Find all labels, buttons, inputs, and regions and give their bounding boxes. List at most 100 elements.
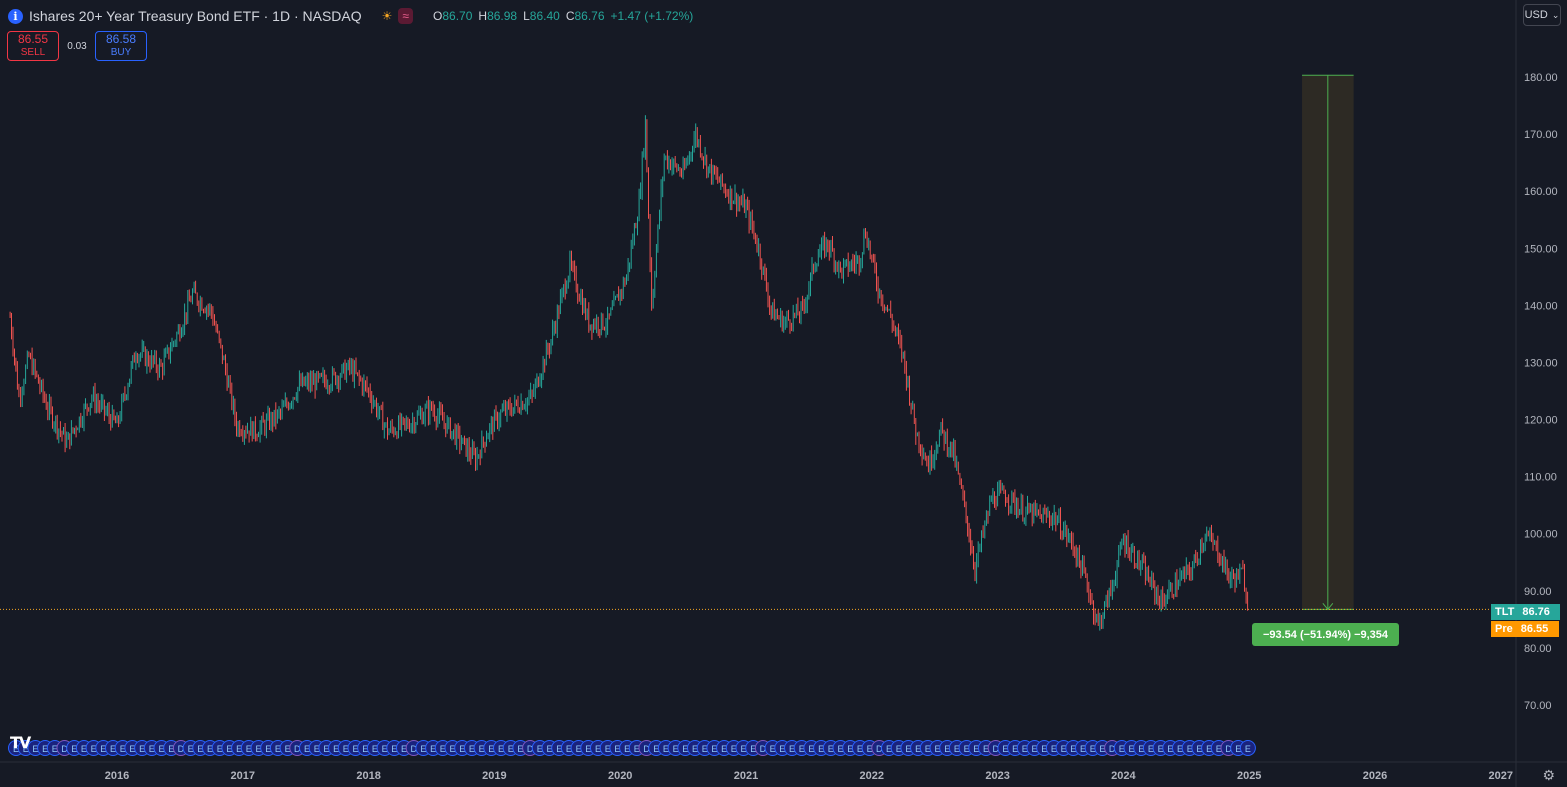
last-price-label: TLT 86.76 xyxy=(1491,604,1561,620)
event-marker-letter: E xyxy=(556,744,562,754)
close-label: C xyxy=(565,9,575,23)
event-marker-letter: D xyxy=(61,744,68,754)
x-tick-label: 2027 xyxy=(1489,770,1513,782)
gear-icon[interactable]: ⚙ xyxy=(1542,767,1555,783)
event-marker-letter: D xyxy=(410,744,417,754)
event-marker-letter: E xyxy=(23,744,29,754)
buy-button[interactable]: 86.58 BUY xyxy=(95,31,147,61)
pre-market-tag: Pre xyxy=(1491,621,1517,637)
event-marker-letter: E xyxy=(905,744,911,754)
event-marker-letter: E xyxy=(673,744,679,754)
event-marker-letter: E xyxy=(1099,744,1105,754)
measure-arrow-head xyxy=(1322,602,1334,611)
buy-price: 86.58 xyxy=(105,32,137,46)
event-marker-letter: E xyxy=(246,744,252,754)
event-marker-letter: E xyxy=(158,744,164,754)
event-marker-letter: E xyxy=(808,744,814,754)
event-marker-letter: E xyxy=(634,744,640,754)
event-marker-letter: E xyxy=(149,744,155,754)
event-marker-letter: E xyxy=(1041,744,1047,754)
event-marker-letter: E xyxy=(343,744,349,754)
event-marker-letter: E xyxy=(304,744,310,754)
event-marker-letter: E xyxy=(323,744,329,754)
event-marker-letter: E xyxy=(1148,744,1154,754)
info-icon[interactable]: i xyxy=(8,8,23,24)
event-marker-letter: E xyxy=(449,744,455,754)
sell-button[interactable]: 86.55 SELL xyxy=(7,31,59,61)
event-marker-letter: E xyxy=(1031,744,1037,754)
low-value: 86.40 xyxy=(529,9,560,23)
event-marker-letter: E xyxy=(71,744,77,754)
event-marker-letter: E xyxy=(702,744,708,754)
event-marker-letter: E xyxy=(188,744,194,754)
event-marker-letter: E xyxy=(1177,744,1183,754)
event-marker-letter: E xyxy=(537,744,543,754)
last-price-value: 86.76 xyxy=(1518,604,1561,620)
x-tick-label: 2016 xyxy=(105,770,129,782)
event-marker-letter: D xyxy=(760,744,767,754)
change-value: +1.47 (+1.72%) xyxy=(610,9,694,23)
event-marker-letter: E xyxy=(595,744,601,754)
x-tick-label: 2020 xyxy=(608,770,632,782)
measure-result-label[interactable]: −93.54 (−51.94%) −9,354 xyxy=(1252,623,1399,646)
event-marker-letter: E xyxy=(1158,744,1164,754)
wave-icon[interactable]: ≈ xyxy=(398,8,414,24)
event-marker-letter: E xyxy=(236,744,242,754)
event-marker-letter: E xyxy=(731,744,737,754)
event-marker-letter: E xyxy=(896,744,902,754)
event-marker-letter: E xyxy=(983,744,989,754)
event-marker-letter: E xyxy=(197,744,203,754)
event-marker-letter: E xyxy=(129,744,135,754)
spread-value: 0.03 xyxy=(67,40,87,52)
event-marker-letter: E xyxy=(1216,744,1222,754)
sell-label: SELL xyxy=(20,47,46,58)
event-marker-letter: E xyxy=(789,744,795,754)
x-tick-label: 2017 xyxy=(231,770,255,782)
x-tick-label: 2025 xyxy=(1237,770,1261,782)
low-label: L xyxy=(523,9,530,23)
event-marker-letter: E xyxy=(42,744,48,754)
event-marker-letter: D xyxy=(1225,744,1232,754)
symbol-title[interactable]: Ishares 20+ Year Treasury Bond ETF · 1D … xyxy=(29,8,362,24)
last-price-tag: TLT xyxy=(1491,604,1519,620)
tradingview-logo[interactable]: TV xyxy=(10,733,31,752)
event-marker-letter: E xyxy=(925,744,931,754)
trade-buttons: 86.55 SELL 0.03 86.58 BUY xyxy=(7,31,147,61)
ohlc-values: O86.70 H86.98 L86.40 C86.76 +1.47 (+1.72… xyxy=(433,9,693,23)
y-tick-label: 160.00 xyxy=(1524,186,1558,198)
y-tick-label: 140.00 xyxy=(1524,300,1558,312)
y-tick-label: 70.00 xyxy=(1524,700,1552,712)
event-marker-letter: E xyxy=(799,744,805,754)
event-marker-letter: E xyxy=(779,744,785,754)
event-marker-letter: E xyxy=(1022,744,1028,754)
chevron-down-icon: ⌄ xyxy=(1551,9,1560,20)
currency-select[interactable]: USD ⌄ xyxy=(1523,4,1561,26)
event-marker-letter: E xyxy=(401,744,407,754)
event-marker-letter: E xyxy=(1245,744,1251,754)
y-tick-label: 100.00 xyxy=(1524,529,1558,541)
event-marker-letter: E xyxy=(867,744,873,754)
sun-cloud-icon[interactable]: ☀ xyxy=(381,9,393,23)
event-marker-letter: E xyxy=(857,744,863,754)
x-tick-label: 2022 xyxy=(860,770,884,782)
y-tick-label: 130.00 xyxy=(1524,357,1558,369)
event-marker-letter: E xyxy=(653,744,659,754)
event-marker-letter: E xyxy=(479,744,485,754)
x-tick-label: 2026 xyxy=(1363,770,1387,782)
event-marker-letter: E xyxy=(440,744,446,754)
event-marker-letter: D xyxy=(992,744,999,754)
x-tick-label: 2018 xyxy=(356,770,380,782)
event-marker-letter: E xyxy=(168,744,174,754)
x-tick-label: 2023 xyxy=(985,770,1009,782)
event-marker-letter: E xyxy=(954,744,960,754)
event-marker-letter: D xyxy=(294,744,301,754)
event-marker-letter: E xyxy=(1196,744,1202,754)
event-marker-letter: E xyxy=(740,744,746,754)
event-marker-letter: E xyxy=(255,744,261,754)
event-marker-letter: E xyxy=(207,744,213,754)
event-marker-letter: E xyxy=(1138,744,1144,754)
event-marker-letter: E xyxy=(770,744,776,754)
open-label: O xyxy=(433,9,443,23)
event-marker-letter: E xyxy=(430,744,436,754)
